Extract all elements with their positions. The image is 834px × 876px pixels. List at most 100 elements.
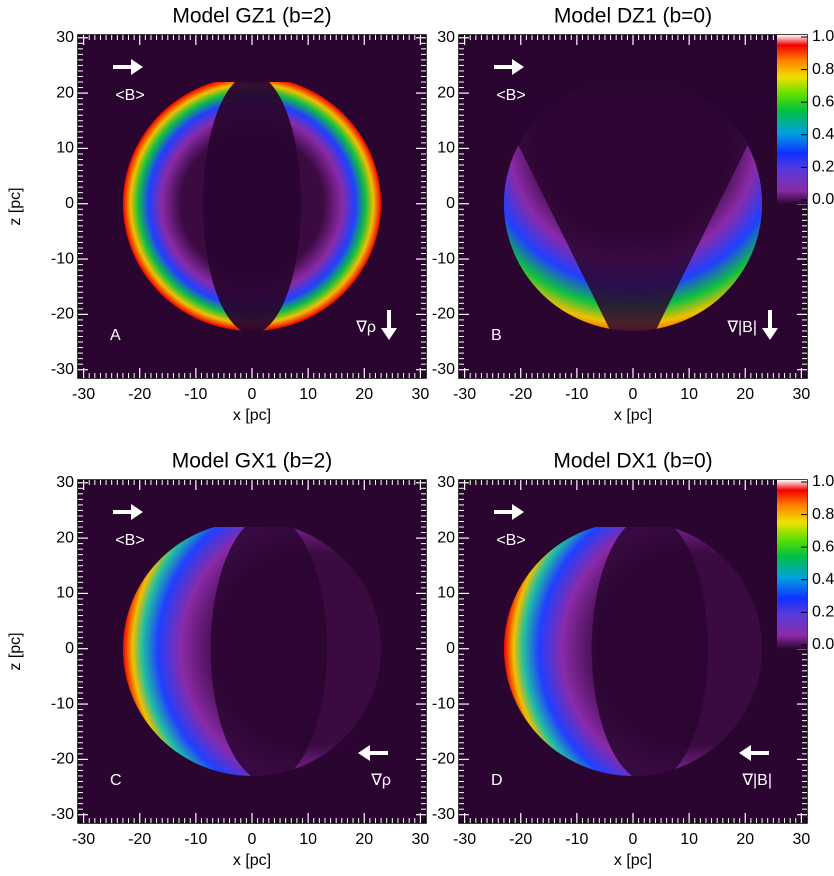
y-tick-label: -30 [51, 806, 74, 823]
gradient-label: ∇|B| [726, 319, 757, 336]
colorbar-tick-label: 0.2 [812, 159, 834, 176]
x-tick-label: -30 [72, 831, 95, 848]
gradient-arrow-head [739, 745, 751, 761]
y-tick-label: -10 [51, 250, 74, 267]
field-label: <B> [115, 87, 144, 104]
colorbar-tick-label: 0.0 [812, 636, 834, 653]
x-tick-label: 0 [629, 831, 638, 848]
x-tick-label: 30 [792, 831, 810, 848]
x-tick-label: -20 [509, 831, 532, 848]
colorbar-tick-label: 0.8 [812, 506, 834, 523]
y-tick-label: -10 [51, 695, 74, 712]
y-tick-label: -10 [432, 250, 455, 267]
gradient-arrow-head [358, 745, 370, 761]
x-tick-label: 0 [629, 386, 638, 403]
x-tick-label: 30 [792, 386, 810, 403]
y-tick-label: 10 [437, 585, 455, 602]
y-tick-label: 10 [56, 140, 74, 157]
y-tick-label: 10 [437, 140, 455, 157]
y-tick-label: -20 [51, 751, 74, 768]
panel-label: A [110, 327, 121, 344]
y-tick-label: -20 [432, 751, 455, 768]
x-tick-label: 0 [248, 831, 257, 848]
gradient-arrow-head [381, 328, 397, 340]
colorbar-tick-label: 0.4 [812, 126, 834, 143]
panel: -30 -20 -10 0 10 20 30 -30 -20 -10 0 10 20 30 Model DX… [432, 450, 834, 870]
field-arrow-head [512, 59, 524, 75]
colorbar-tick-label: 0.2 [812, 604, 834, 621]
y-tick-label: -20 [432, 306, 455, 323]
x-tick-label: 0 [248, 386, 257, 403]
field-label: <B> [115, 532, 144, 549]
panel: -30 -20 -10 0 10 20 30 -30 -20 -10 0 10 20 30 Model DZ… [432, 5, 834, 425]
gradient-label: ∇ρ [355, 319, 376, 336]
x-tick-label: -30 [453, 386, 476, 403]
density-void [591, 527, 708, 776]
y-tick-label: -30 [432, 806, 455, 823]
density-map [122, 527, 382, 776]
x-tick-label: -10 [565, 386, 588, 403]
panel-label: C [110, 772, 122, 789]
field-label: <B> [496, 87, 525, 104]
y-tick-label: 0 [446, 640, 455, 657]
field-label: <B> [496, 532, 525, 549]
x-tick-label: -20 [128, 831, 151, 848]
colorbar-tick-label: 1.0 [812, 28, 834, 45]
colorbar-tick-label: 1.0 [812, 473, 834, 490]
x-tick-label: 20 [355, 831, 373, 848]
x-tick-label: -30 [72, 386, 95, 403]
y-tick-label: 20 [437, 84, 455, 101]
x-tick-label: -30 [453, 831, 476, 848]
chart-title: Model DZ1 (b=0) [554, 5, 712, 28]
panel: -30 -20 -10 0 10 20 30 -30 -20 -10 0 10 20 30 Model GZ… [7, 5, 429, 425]
x-tick-label: 20 [736, 831, 754, 848]
x-axis-label: x [pc] [614, 852, 652, 869]
x-tick-label: -10 [184, 386, 207, 403]
gradient-label: ∇ρ [370, 772, 391, 789]
y-tick-label: 30 [437, 29, 455, 46]
colorbar-tick-label: 0.4 [812, 571, 834, 588]
x-axis-label: x [pc] [614, 407, 652, 424]
y-tick-label: 30 [56, 29, 74, 46]
y-tick-label: 10 [56, 585, 74, 602]
colorbar-tick-label: 0.8 [812, 61, 834, 78]
density-map [487, 82, 779, 331]
colorbar-tick-label: 0.6 [812, 93, 834, 110]
colorbar-tick-label: 0.0 [812, 191, 834, 208]
x-axis-label: x [pc] [233, 407, 271, 424]
density-map [122, 82, 382, 331]
field-arrow-head [131, 504, 143, 520]
y-tick-label: 20 [56, 84, 74, 101]
panel: -30 -20 -10 0 10 20 30 -30 -20 -10 0 10 20 30 Model GX… [7, 450, 429, 870]
x-tick-label: -20 [128, 386, 151, 403]
y-tick-label: 0 [65, 195, 74, 212]
y-tick-label: 0 [65, 640, 74, 657]
x-tick-label: 30 [411, 831, 429, 848]
chart-title: Model GZ1 (b=2) [172, 5, 331, 28]
panel-label: B [491, 327, 502, 344]
y-tick-label: 0 [446, 195, 455, 212]
colorbar [777, 480, 807, 649]
field-arrow-head [512, 504, 524, 520]
field-arrow-head [131, 59, 143, 75]
x-tick-label: -20 [509, 386, 532, 403]
x-tick-label: 10 [680, 386, 698, 403]
density-void [202, 82, 302, 331]
x-tick-label: -10 [184, 831, 207, 848]
gradient-label: ∇|B| [741, 772, 772, 789]
y-tick-label: 30 [437, 474, 455, 491]
density-void [487, 82, 779, 331]
chart-title: Model GX1 (b=2) [172, 450, 333, 473]
y-tick-label: 20 [437, 529, 455, 546]
y-tick-label: -20 [51, 306, 74, 323]
y-axis-label: z [pc] [7, 632, 24, 670]
y-tick-label: -10 [432, 695, 455, 712]
gradient-arrow-head [762, 328, 778, 340]
colorbar [777, 35, 807, 204]
y-tick-label: -30 [432, 361, 455, 378]
x-axis-label: x [pc] [233, 852, 271, 869]
y-tick-label: -30 [51, 361, 74, 378]
colorbar-tick-label: 0.6 [812, 538, 834, 555]
x-tick-label: 20 [736, 386, 754, 403]
